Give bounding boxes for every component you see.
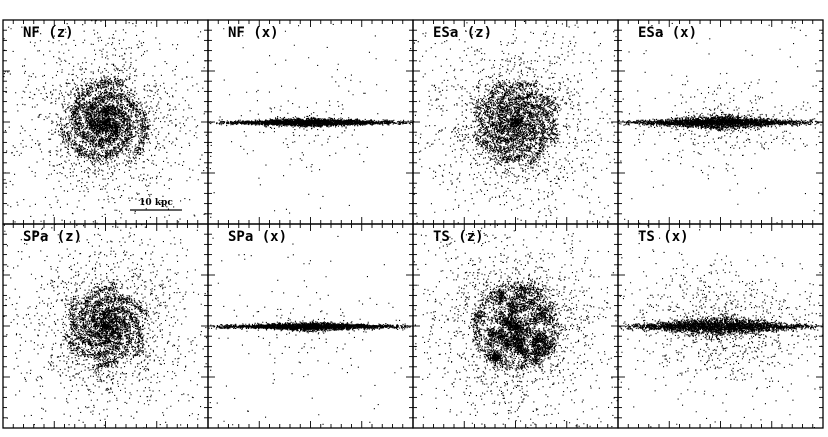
particle-scatter [3,224,208,428]
panel-esa-z: ESa (z) [412,19,619,225]
panel-esa-x: ESa (x) [617,19,824,225]
particle-scatter [3,20,208,224]
panel-label: ESa (z) [433,25,492,41]
panel-label: TS (z) [433,229,484,245]
panel-label: TS (x) [638,229,689,245]
panel-label: NF (z) [23,25,74,41]
panel-label: SPa (z) [23,229,82,245]
panel-label: NF (x) [228,25,279,41]
particle-scatter [413,224,618,428]
panel-nf-x: NF (x) [207,19,414,225]
particle-scatter [209,23,413,218]
particle-scatter [208,231,413,428]
panel-ts-x: TS (x) [617,223,824,429]
scale-bar-label: 10 kpc [139,198,173,208]
panel-nf-z: NF (z) [2,19,209,225]
panel-spa-x: SPa (x) [207,223,414,429]
panel-spa-z: SPa (z) [2,223,209,429]
particle-scatter [618,225,823,428]
scale-bar: 10 kpc [130,198,182,211]
panel-label: SPa (x) [228,229,287,245]
panel-label: ESa (x) [638,25,697,41]
particle-scatter [618,21,823,224]
particle-scatter [413,20,618,224]
